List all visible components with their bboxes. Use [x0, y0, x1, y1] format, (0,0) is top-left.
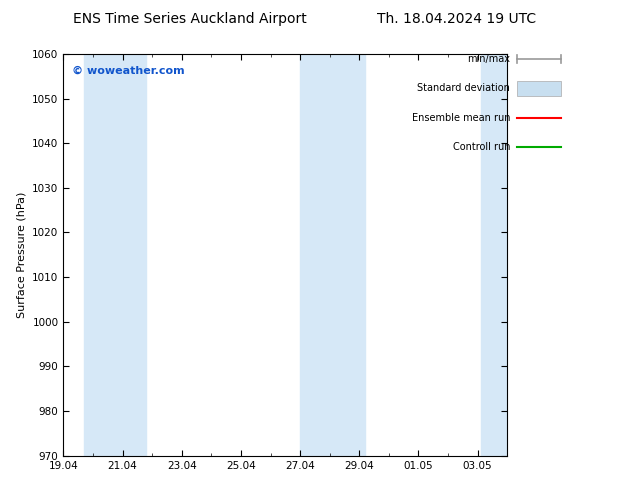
- Text: min/max: min/max: [467, 54, 510, 64]
- Bar: [300, 54, 330, 456]
- Bar: [481, 54, 507, 456]
- Y-axis label: Surface Pressure (hPa): Surface Pressure (hPa): [16, 192, 27, 318]
- Text: ENS Time Series Auckland Airport: ENS Time Series Auckland Airport: [74, 12, 307, 26]
- Text: Standard deviation: Standard deviation: [418, 83, 510, 93]
- Bar: [330, 54, 365, 456]
- Text: Controll run: Controll run: [453, 142, 510, 152]
- Text: Ensemble mean run: Ensemble mean run: [412, 113, 510, 122]
- Text: © woweather.com: © woweather.com: [72, 66, 185, 76]
- Bar: [117, 54, 146, 456]
- Bar: [84, 54, 117, 456]
- Text: Th. 18.04.2024 19 UTC: Th. 18.04.2024 19 UTC: [377, 12, 536, 26]
